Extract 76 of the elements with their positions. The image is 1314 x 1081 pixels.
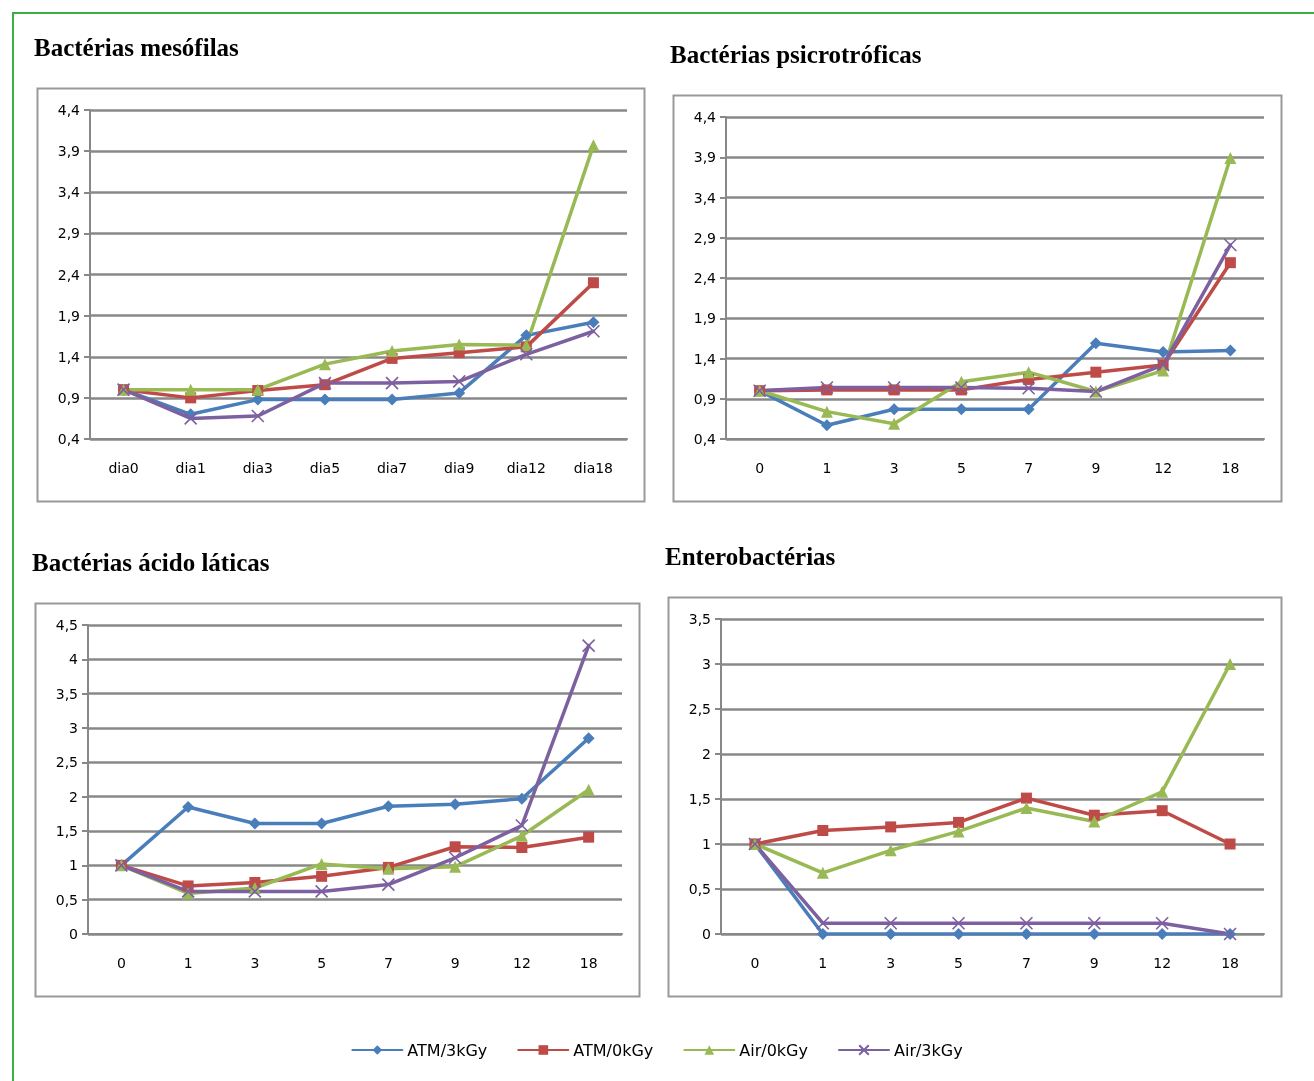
- x-tick-label: 9: [1089, 955, 1099, 971]
- y-tick-label: 1,5: [688, 791, 711, 807]
- y-tick-label: 0,9: [57, 389, 80, 406]
- y-tick-label: 3,4: [57, 184, 81, 201]
- x-tick-label: 9: [1091, 460, 1101, 476]
- x-tick-label: dia18: [573, 460, 614, 476]
- y-tick-label: 0,5: [688, 881, 711, 897]
- y-tick-label: 2: [69, 788, 78, 805]
- y-tick-label: 2,9: [693, 229, 716, 246]
- x-tick-label: 0: [750, 955, 760, 971]
- y-tick-label: 3: [69, 720, 78, 736]
- x-tick-label: 0: [755, 460, 765, 476]
- y-tick-label: 4,5: [55, 617, 78, 633]
- x-tick-label: 18: [1221, 955, 1239, 971]
- chart-title: Bactérias psicrotróficas: [670, 41, 922, 68]
- x-tick-label: 18: [579, 955, 598, 971]
- y-tick-label: 2,4: [57, 266, 81, 283]
- y-tick-label: 2: [702, 746, 711, 762]
- x-tick-label: 5: [954, 955, 964, 971]
- x-tick-label: 12: [512, 955, 531, 971]
- y-tick-label: 0: [69, 926, 78, 942]
- x-tick-label: 0: [116, 955, 126, 971]
- x-tick-label: 3: [886, 955, 896, 971]
- legend-label: ATM/0kGy: [573, 1040, 654, 1060]
- x-tick-label: 7: [1024, 460, 1034, 476]
- x-tick-label: 9: [450, 955, 460, 971]
- x-tick-label: dia3: [242, 460, 273, 476]
- y-tick-label: 0,4: [693, 431, 717, 447]
- x-tick-label: 1: [822, 460, 832, 476]
- x-tick-label: 1: [183, 955, 193, 971]
- y-tick-label: 1: [702, 836, 711, 852]
- y-tick-label: 1,5: [55, 823, 78, 839]
- y-tick-label: 1,9: [57, 307, 80, 324]
- x-tick-label: dia9: [444, 460, 475, 476]
- x-tick-label: dia5: [309, 460, 341, 476]
- y-tick-label: 3,9: [693, 149, 716, 166]
- x-tick-label: 7: [383, 955, 393, 971]
- y-tick-label: 2,9: [57, 225, 80, 242]
- y-tick-label: 1,4: [693, 350, 717, 367]
- y-tick-label: 4,4: [693, 109, 717, 125]
- chart-title: Bactérias mesófilas: [34, 34, 240, 61]
- y-tick-label: 1,9: [693, 310, 716, 327]
- x-tick-label: 12: [1154, 460, 1173, 476]
- legend-label: ATM/3kGy: [407, 1040, 488, 1060]
- x-tick-label: dia0: [108, 460, 139, 476]
- y-tick-label: 3,9: [57, 143, 80, 160]
- x-tick-label: 12: [1153, 955, 1172, 971]
- y-tick-label: 4,4: [57, 102, 81, 118]
- y-tick-label: 4: [69, 651, 79, 668]
- chart-title: Enterobactérias: [665, 543, 836, 570]
- x-tick-label: 3: [889, 460, 899, 476]
- x-tick-label: dia7: [376, 460, 408, 476]
- y-tick-label: 2,5: [55, 754, 78, 771]
- x-tick-label: 5: [956, 460, 966, 476]
- y-tick-label: 2,4: [693, 270, 717, 286]
- y-tick-label: 3,5: [55, 685, 78, 702]
- chart-title: Bactérias ácido láticas: [32, 549, 270, 576]
- y-tick-label: 0,5: [55, 891, 78, 908]
- x-tick-label: 7: [1021, 955, 1031, 971]
- y-tick-label: 3,5: [688, 611, 711, 627]
- y-tick-label: 0: [702, 926, 711, 942]
- y-tick-label: 1,4: [57, 348, 81, 365]
- legend-label: Air/3kGy: [893, 1040, 963, 1060]
- y-tick-label: 0,9: [693, 390, 716, 407]
- y-tick-label: 2,5: [688, 701, 711, 717]
- y-tick-label: 3,4: [693, 189, 717, 206]
- legend-label: Air/0kGy: [739, 1040, 808, 1060]
- y-tick-label: 1: [69, 857, 78, 874]
- x-tick-label: 1: [818, 955, 828, 971]
- y-tick-label: 3: [702, 656, 711, 672]
- x-tick-label: 3: [250, 955, 260, 971]
- x-tick-label: dia1: [175, 460, 206, 476]
- x-tick-label: 5: [317, 955, 327, 971]
- y-tick-label: 0,4: [57, 431, 81, 447]
- x-tick-label: 18: [1221, 460, 1240, 476]
- x-tick-label: dia12: [506, 460, 546, 476]
